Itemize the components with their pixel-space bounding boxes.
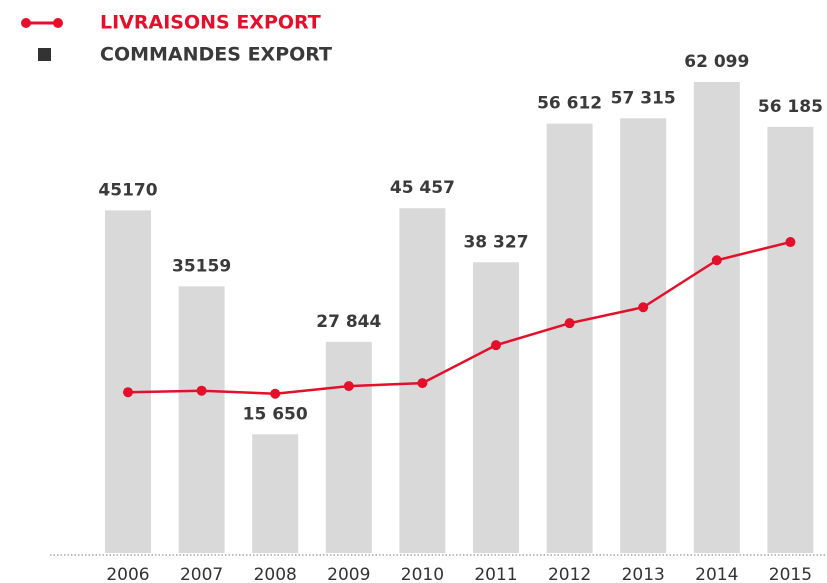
bar xyxy=(252,434,299,553)
legend-label: LIVRAISONS EXPORT xyxy=(100,12,321,34)
x-tick-label: 2006 xyxy=(106,565,149,583)
x-tick-label: 2013 xyxy=(622,565,665,583)
line xyxy=(127,240,791,395)
data-label: 56 612 xyxy=(537,94,602,114)
point xyxy=(270,388,281,399)
point xyxy=(638,302,649,313)
x-tick-label: 2009 xyxy=(327,565,370,583)
bar xyxy=(325,341,372,553)
data-label: 57 315 xyxy=(611,88,676,108)
data-label: 27 844 xyxy=(316,312,381,332)
data-label: 62 099 xyxy=(684,52,749,72)
legend-dot xyxy=(53,18,63,28)
legend-dot xyxy=(21,18,31,28)
bar xyxy=(178,286,225,553)
data-label: 15 650 xyxy=(243,404,308,424)
x-tick-label: 2015 xyxy=(769,565,812,583)
x-tick-label: 2014 xyxy=(695,565,738,583)
bar xyxy=(767,126,814,553)
x-tick-label: 2008 xyxy=(254,565,297,583)
point xyxy=(785,237,796,248)
data-label: 45 457 xyxy=(390,178,455,198)
bar xyxy=(620,118,667,553)
data-label: 35159 xyxy=(172,256,231,276)
point xyxy=(343,381,354,392)
bar xyxy=(105,210,151,553)
data-label: 56 185 xyxy=(758,97,823,117)
data-label: 45170 xyxy=(98,180,157,200)
point xyxy=(123,387,133,398)
point xyxy=(196,385,207,396)
x-tick-label: 2011 xyxy=(474,565,517,583)
x-tick-label: 2012 xyxy=(548,565,591,583)
bar xyxy=(693,82,740,554)
bar xyxy=(473,262,519,553)
data-label: 38 327 xyxy=(463,232,528,252)
legend-label: COMMANDES EXPORT xyxy=(100,44,332,66)
point xyxy=(711,255,722,266)
legend-swatch xyxy=(38,48,51,61)
point xyxy=(491,340,501,351)
point xyxy=(417,378,428,389)
bar xyxy=(546,123,593,553)
point xyxy=(564,318,575,329)
x-tick-label: 2007 xyxy=(180,565,223,583)
x-tick-label: 2010 xyxy=(401,565,444,583)
